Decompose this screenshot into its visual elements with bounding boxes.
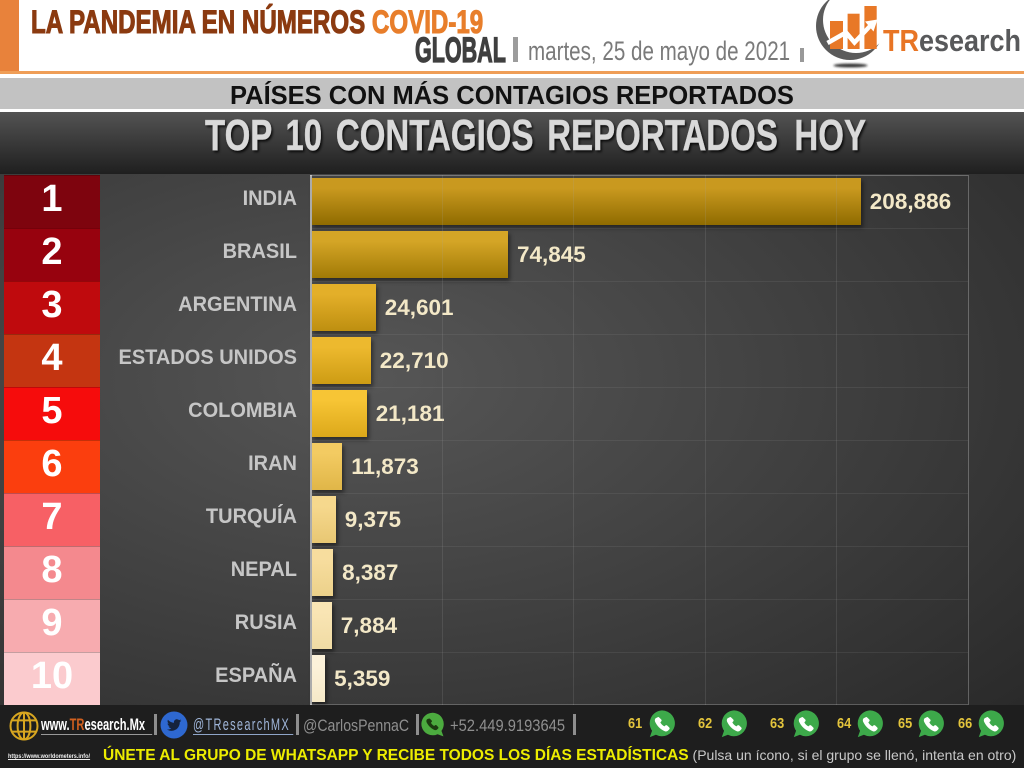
svg-text:TResearch: TResearch — [883, 23, 1021, 58]
